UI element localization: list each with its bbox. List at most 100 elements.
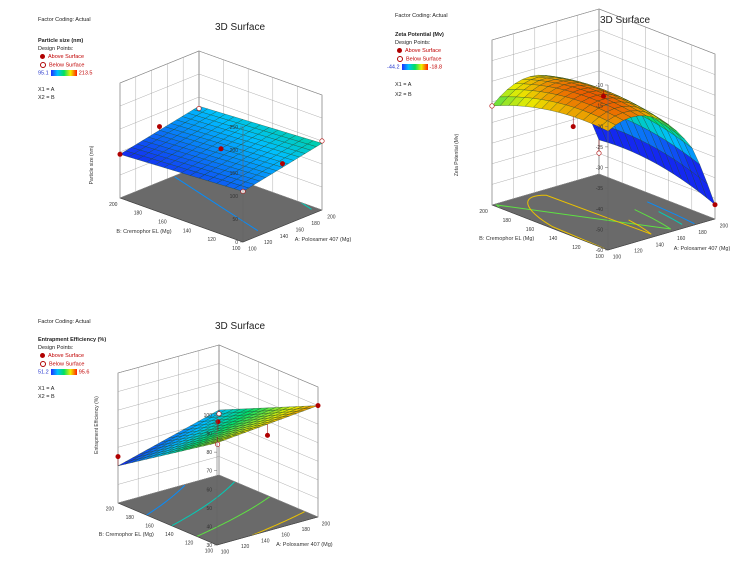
wall-gridline [119,73,323,119]
design-point-above [264,432,270,438]
design-point-below [216,411,222,417]
above-marker-icon [40,353,45,359]
x-tick-label: 160 [281,533,290,539]
y-axis-label: B: Cremophor EL (Mg) [116,229,171,235]
surface-mesh [117,405,319,467]
color-scale: 51.2 95.6 [38,369,90,376]
design-point-below [215,441,221,447]
z-tick-label: -30 [596,166,603,172]
response-label: Particle size (nm) [38,38,84,44]
x1-label: X1 = A [38,386,55,392]
x-tick-label: 180 [302,527,311,533]
floor-contour [146,484,186,516]
z-tick-label: -50 [596,227,603,233]
design-point-above [570,124,576,130]
design-points-label: Design Points: [38,345,74,351]
x1-label: X1 = A [395,82,412,88]
x-tick-label: 200 [322,522,331,528]
z-tick-label: 70 [206,469,212,475]
chart-title: 3D Surface [215,321,266,332]
x2-label: X2 = B [395,92,412,98]
surface-mesh [119,106,323,192]
chart-title: 3D Surface [215,22,266,33]
design-point-above [315,403,321,409]
surface-plot: 0 50 100 150 200 250 Particle size (nm) 100 120 1… [89,50,352,253]
z-tick-label: 150 [230,171,239,177]
legend-below: Below Surface [397,56,441,62]
design-point-above [117,151,123,157]
z-axis-label: Zeta Potential (Mv) [454,134,460,177]
y-tick-label: 140 [549,236,558,242]
z-tick-label: -10 [596,83,603,89]
z-axis-label: Entrapment Efficiency (%) [94,396,100,454]
color-scale: 95.1 213.5 [38,70,93,77]
y-tick-label: 200 [479,209,488,215]
chart-panel-particle-size: Factor Coding: Actual Particle size (nm)… [0,0,370,290]
chart-title: 3D Surface [600,15,651,26]
z-tick-label: 50 [232,217,238,223]
z-tick-label: -35 [596,186,603,192]
base-edge [119,197,323,243]
y-tick-label: 120 [207,237,216,243]
legend-above: Above Surface [397,48,441,54]
z-tick-label: 100 [204,413,213,419]
below-marker-icon [397,56,403,62]
colorbar-icon [50,369,77,375]
wall-gridline [117,363,319,406]
x-axis-label: A: Poloxamer 407 (Mg) [295,237,352,243]
design-point-above [712,202,718,208]
z-tick-label: 100 [230,194,239,200]
z-tick-label: -15 [596,104,603,110]
floor-contour [171,481,236,527]
base-edge [117,502,319,546]
design-point-above [218,146,224,152]
y-tick-label: 160 [145,523,154,529]
y-tick-label: 140 [183,228,192,234]
design-point-above [157,124,163,130]
colorbar-icon [50,70,77,76]
design-points-label: Design Points: [38,46,74,52]
surface-plot: 30 40 50 60 70 80 90 100 Entrapment Efficiency (… [94,344,333,556]
y-tick-label: 120 [185,540,194,546]
legend-above: Above Surface [40,54,84,60]
legend-below: Below Surface [40,62,84,68]
floor-contour [174,176,259,232]
y-tick-label: 200 [106,507,115,513]
floor-contour [527,194,652,250]
x2-label: X2 = B [38,95,55,101]
below-marker-icon [40,62,46,68]
surface-cell [599,120,616,132]
surface-cell [233,185,250,192]
x-tick-label: 160 [296,227,305,233]
design-point-above [215,419,221,425]
floor-contour [495,204,672,230]
y-tick-label: 120 [572,245,581,251]
z-tick-label: 80 [206,450,212,456]
response-label: Entrapment Efficiency (%) [38,337,107,343]
x-axis-label: A: Poloxamer 407 (Mg) [276,542,333,548]
z-tick-label: 0 [235,240,238,246]
y-tick-label: 100 [595,254,604,260]
floor-contour [658,211,683,225]
x-tick-label: 100 [221,550,230,556]
z-axis-label: Particle size (nm) [89,145,95,184]
x-tick-label: 100 [613,255,622,261]
z-tick-label: -40 [596,207,603,213]
below-marker-icon [40,361,46,367]
z-tick-label: 200 [230,148,239,154]
z-tick-label: 250 [230,125,239,131]
design-point-above [601,93,607,99]
chart-panel-zeta-potential: Factor Coding: Actual Zeta Potential (Mv… [375,0,740,290]
x-tick-label: 180 [311,221,320,227]
x-tick-label: 120 [634,249,643,255]
factor-coding-label: Factor Coding: Actual [38,17,91,23]
design-point-below [489,103,495,109]
colorbar-icon [401,64,428,70]
y-axis-label: B: Cremophor EL (Mg) [99,532,154,538]
factor-coding-label: Factor Coding: Actual [395,13,448,19]
z-tick-label: -25 [596,145,603,151]
y-tick-label: 160 [526,227,535,233]
x1-label: X1 = A [38,87,55,93]
design-point-below [596,150,602,156]
y-tick-label: 200 [109,202,118,208]
